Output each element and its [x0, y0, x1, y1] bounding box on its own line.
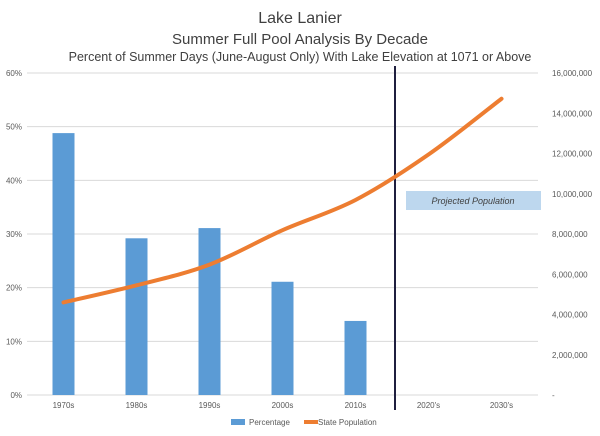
- bar-1990s: [198, 228, 221, 395]
- right-axis-ticks: - 2,000,000 4,000,000 6,000,000 8,000,000 10,…: [552, 69, 593, 400]
- annotation-box: [406, 191, 541, 210]
- population-line: [61, 96, 504, 305]
- left-tick-label: 20%: [6, 284, 22, 293]
- right-tick-label: 16,000,000: [552, 69, 593, 78]
- bar-2000s: [271, 281, 294, 395]
- left-tick-label: 60%: [6, 69, 22, 78]
- x-tick-label: 1990s: [199, 401, 221, 410]
- left-tick-label: 50%: [6, 123, 22, 132]
- bar-1980s: [125, 238, 148, 395]
- right-tick-label: 10,000,000: [552, 190, 593, 199]
- x-tick-label: 2030's: [490, 401, 513, 410]
- legend-label-state-population: State Population: [318, 418, 377, 427]
- annotation-text: Projected Population: [431, 196, 514, 206]
- legend-swatch-percentage: [231, 419, 245, 425]
- legend: Percentage State Population: [231, 418, 377, 427]
- x-tick-label: 2020's: [417, 401, 440, 410]
- right-tick-label: -: [552, 391, 555, 400]
- left-tick-label: 0%: [10, 391, 22, 400]
- left-axis-ticks: 0% 10% 20% 30% 40% 50% 60%: [6, 69, 22, 400]
- left-tick-label: 10%: [6, 337, 22, 346]
- right-tick-label: 8,000,000: [552, 230, 588, 239]
- x-tick-label: 1970s: [53, 401, 75, 410]
- bar-1970s: [52, 133, 75, 395]
- right-tick-label: 2,000,000: [552, 351, 588, 360]
- bars: [52, 133, 367, 395]
- right-tick-label: 14,000,000: [552, 109, 593, 118]
- x-axis-ticks: 1970s 1980s 1990s 2000s 2010s 2020's 2030's: [53, 401, 514, 410]
- right-tick-label: 12,000,000: [552, 150, 593, 159]
- right-tick-label: 6,000,000: [552, 270, 588, 279]
- left-tick-label: 40%: [6, 176, 22, 185]
- left-tick-label: 30%: [6, 230, 22, 239]
- chart-title: Lake Lanier: [258, 10, 342, 27]
- chart-subtitle: Summer Full Pool Analysis By Decade: [172, 31, 428, 48]
- right-tick-label: 4,000,000: [552, 311, 588, 320]
- projected-population-annotation: Projected Population: [406, 191, 541, 210]
- chart-subtitle-2: Percent of Summer Days (June-August Only…: [69, 50, 532, 64]
- x-tick-label: 2000s: [272, 401, 294, 410]
- legend-label-percentage: Percentage: [249, 418, 290, 427]
- x-tick-label: 2010s: [345, 401, 367, 410]
- bar-2010s: [344, 320, 367, 395]
- x-tick-label: 1980s: [126, 401, 148, 410]
